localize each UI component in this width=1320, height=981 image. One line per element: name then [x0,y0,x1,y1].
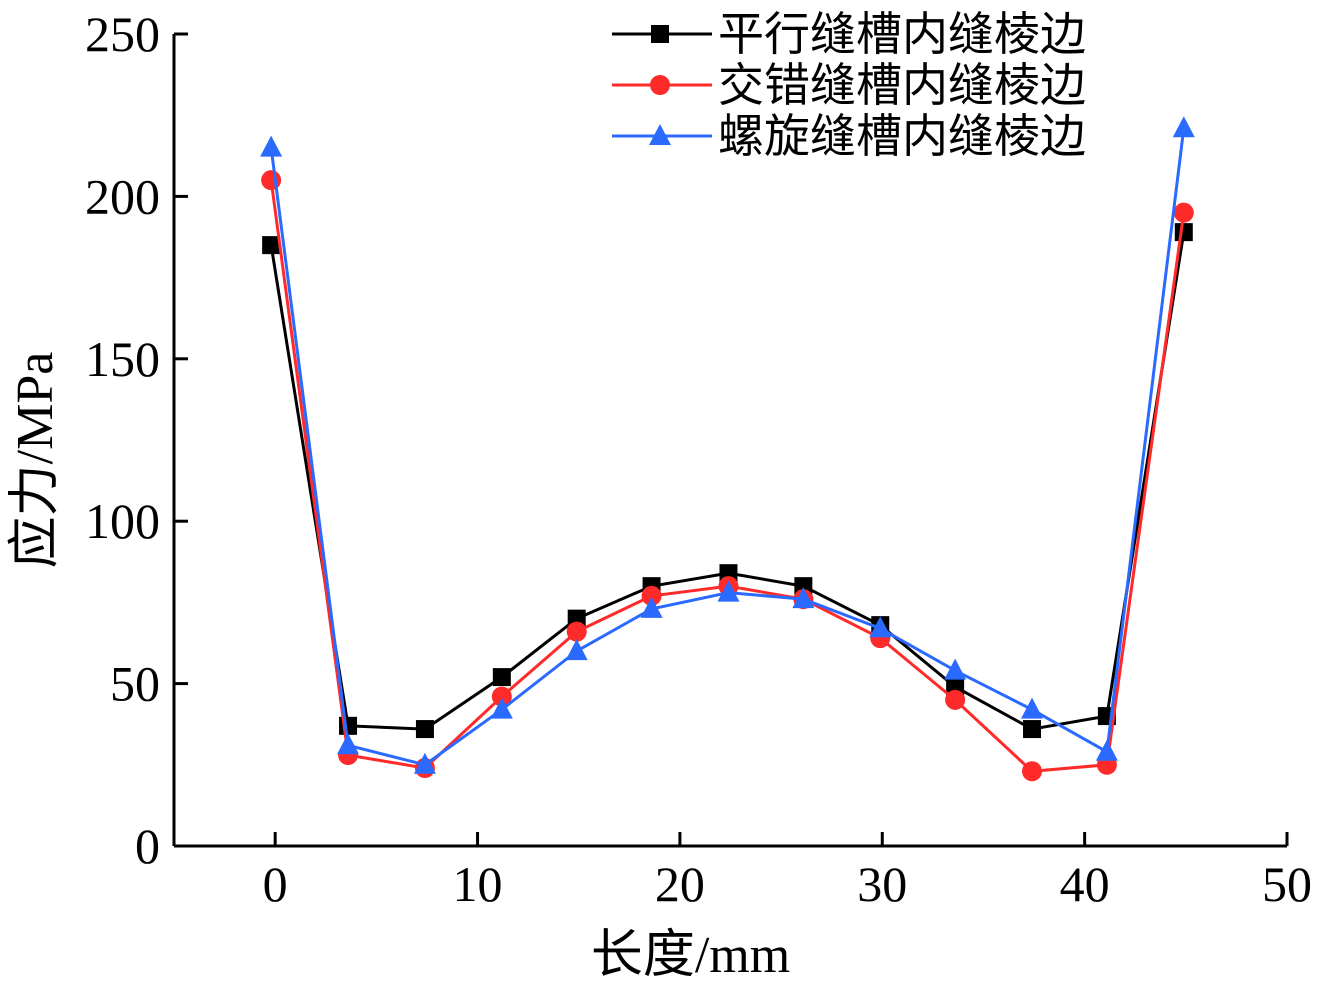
legend-label: 平行缝槽内缝棱边 [718,9,1086,60]
data-point [1021,697,1044,719]
data-point [1173,202,1194,223]
data-point [1023,720,1042,739]
y-tick-label: 0 [135,818,160,874]
legend-marker [649,124,671,145]
series-1 [262,223,1193,739]
series-3 [260,116,1195,774]
data-point [261,170,282,191]
y-tick-label: 150 [85,331,160,387]
y-tick-label: 100 [85,493,160,549]
legend-marker [651,25,669,43]
data-point [640,596,663,618]
series-group [260,116,1195,782]
series-line [269,179,1186,773]
data-point [869,616,892,638]
series-line [269,128,1186,767]
legend-marker [650,75,670,95]
x-tick-label: 20 [655,856,705,912]
data-point [566,621,587,642]
legend-item: 螺旋缝槽内缝棱边 [612,111,1086,162]
x-axis-title: 长度/mm [591,927,790,981]
legend-label: 交错缝槽内缝棱边 [718,60,1086,111]
series-2 [261,170,1194,782]
x-tick-label: 40 [1060,856,1110,912]
y-tick-label: 50 [110,656,160,712]
data-point [565,639,588,661]
data-point [717,580,740,602]
data-point [641,585,662,606]
data-point [1172,116,1195,138]
x-tick-label: 0 [263,856,288,912]
data-point [339,716,358,735]
data-point [792,587,815,609]
data-point [492,668,511,687]
data-point [260,135,283,157]
data-point [945,689,966,710]
x-tick-label: 50 [1262,856,1312,912]
data-point [262,236,281,255]
y-tick-label: 250 [85,6,160,62]
data-point [337,733,360,755]
data-point [415,720,434,739]
data-point [1174,223,1193,242]
y-axis-title: 应力/MPa [7,352,64,569]
data-point [1095,739,1118,761]
legend-item: 交错缝槽内缝棱边 [612,60,1086,111]
data-point [491,686,512,707]
data-point [1022,761,1043,782]
x-tick-label: 30 [857,856,907,912]
legend-label: 螺旋缝槽内缝棱边 [718,111,1086,162]
x-tick-label: 10 [453,856,503,912]
data-point [944,658,967,680]
data-point [413,752,436,774]
series-line [269,231,1186,731]
legend-item: 平行缝槽内缝棱边 [612,9,1086,60]
data-point [490,697,513,719]
axes: 0 50 100 150 200 250 0 10 20 30 40 50 长度/mm 应力/MPa [7,6,1312,981]
y-tick-label: 200 [85,168,160,224]
